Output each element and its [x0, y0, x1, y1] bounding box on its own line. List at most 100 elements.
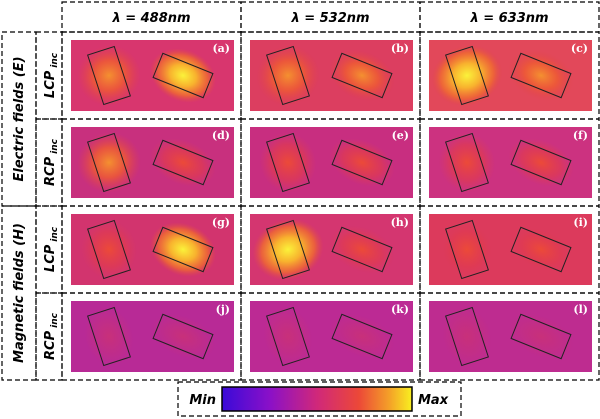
row-label-main: RCP [43, 330, 58, 360]
field-hotspot [150, 138, 216, 187]
field-hotspot [329, 225, 395, 274]
row-label: LCP inc [43, 52, 60, 98]
nanorod-outline [331, 52, 393, 99]
field-hotspot [431, 44, 503, 107]
nanorod-outline [266, 219, 310, 280]
field-map [429, 214, 592, 285]
nanorod-outline [445, 306, 489, 367]
column-header: λ = 633nm [469, 11, 548, 26]
panel-frame [61, 292, 242, 381]
colorbar [221, 386, 413, 412]
row-label: RCP inc [43, 138, 60, 186]
nanorod-outline [87, 132, 131, 193]
row-label-box [35, 118, 63, 207]
field-hotspot [150, 314, 216, 359]
field-hotspot [329, 314, 395, 359]
nanorod-outline [152, 139, 214, 186]
field-hotspot [150, 222, 216, 277]
nanorod-outline [266, 132, 310, 193]
panel-label: (h) [391, 216, 409, 229]
panel-frame [240, 292, 421, 381]
nanorod-outline [266, 306, 310, 367]
nanorod-outline [152, 313, 214, 360]
nanorod-outline [510, 139, 572, 186]
row-label-sub: inc [50, 52, 60, 67]
field-map [250, 301, 413, 372]
row-label-sub: inc [50, 226, 60, 241]
row-label-main: LCP [43, 244, 58, 272]
field-hotspot [252, 218, 324, 281]
nanorod-outline [510, 313, 572, 360]
field-hotspot [329, 49, 395, 102]
panel-label: (k) [391, 303, 409, 316]
panel-label: (i) [573, 216, 588, 229]
field-hotspot [442, 307, 492, 366]
panel-frame [419, 292, 600, 381]
panel-label: (l) [573, 303, 588, 316]
field-hotspot [263, 307, 313, 366]
row-label: LCP inc [43, 226, 60, 272]
panel-label: (g) [212, 216, 230, 229]
row-label-box [35, 292, 63, 381]
nanorod-outline [87, 306, 131, 367]
field-map [429, 301, 592, 372]
field-map [429, 40, 592, 111]
nanorod-outline [152, 226, 214, 273]
nanorod-outline [152, 52, 214, 99]
nanorod-outline [510, 226, 572, 273]
group-label: Electric fields (E) [12, 56, 27, 181]
field-hotspot [329, 138, 395, 187]
field-hotspot [256, 45, 320, 106]
nanorod-outline [87, 219, 131, 280]
nanorod-outline [331, 226, 393, 273]
colorbar-frame [177, 381, 462, 417]
nanorod-outline [445, 45, 489, 106]
field-hotspot [84, 307, 134, 366]
field-hotspot [508, 225, 574, 274]
row-label-main: RCP [43, 156, 58, 186]
nanorod-outline [445, 132, 489, 193]
column-header: λ = 532nm [290, 11, 369, 26]
panel-label: (j) [216, 303, 230, 316]
colorbar-min: Min [189, 393, 216, 408]
nanorod-outline [87, 45, 131, 106]
field-map [250, 127, 413, 198]
panel-label: (e) [392, 129, 409, 142]
field-map [250, 40, 413, 111]
nanorod-outline [266, 45, 310, 106]
field-hotspot [150, 48, 216, 103]
panel-label: (a) [212, 42, 230, 55]
field-map [71, 214, 234, 285]
group-label: Magnetic fields (H) [12, 223, 27, 363]
field-hotspot [438, 132, 496, 193]
row-label: RCP inc [43, 312, 60, 360]
nanorod-outline [445, 219, 489, 280]
field-hotspot [508, 49, 574, 102]
nanorod-outline [331, 313, 393, 360]
field-map [71, 40, 234, 111]
panel-label: (f) [573, 129, 588, 142]
field-hotspot [438, 219, 496, 280]
panel-label: (c) [571, 42, 588, 55]
column-header: λ = 488nm [111, 11, 190, 26]
field-map [71, 301, 234, 372]
nanorod-outline [331, 139, 393, 186]
nanorod-outline [510, 52, 572, 99]
field-map [429, 127, 592, 198]
row-label-main: LCP [43, 70, 58, 98]
row-label-sub: inc [50, 138, 60, 153]
row-label-box [35, 205, 63, 294]
panel-label: (b) [391, 42, 409, 55]
row-label-box [35, 31, 63, 120]
panel-label: (d) [212, 129, 230, 142]
field-map [71, 127, 234, 198]
field-hotspot [77, 45, 141, 106]
colorbar-max: Max [418, 393, 449, 408]
field-hotspot [77, 132, 141, 193]
field-map [250, 214, 413, 285]
field-hotspot [259, 132, 317, 193]
field-hotspot [508, 138, 574, 187]
field-hotspot [508, 314, 574, 359]
field-hotspot [80, 219, 138, 280]
